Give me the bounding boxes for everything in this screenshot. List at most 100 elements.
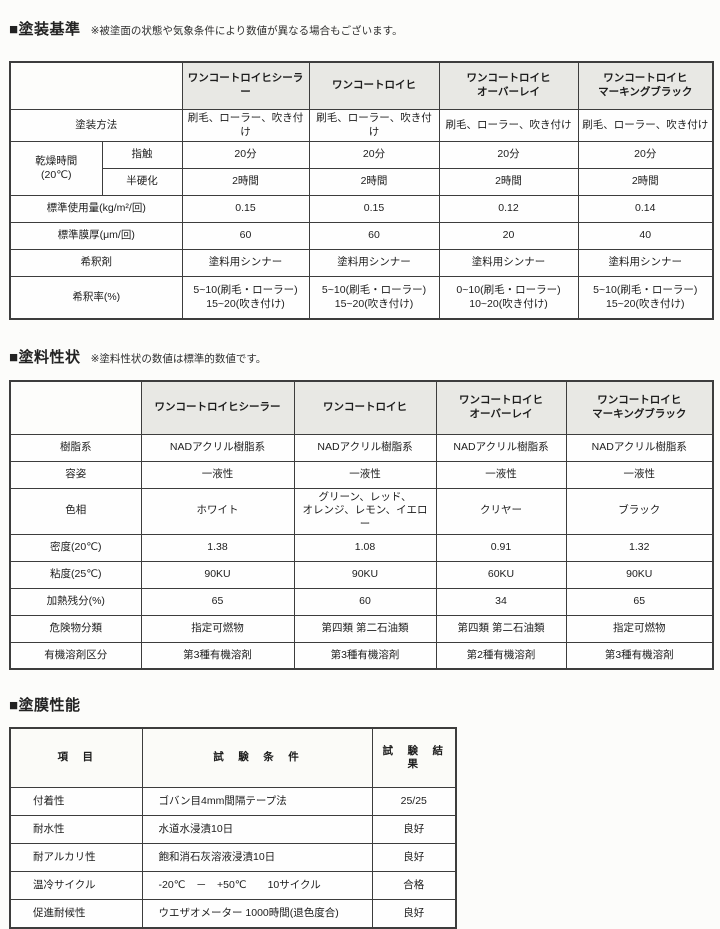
product-header: ワンコートロイヒ オーバーレイ xyxy=(435,380,567,435)
test-item: 耐水性 xyxy=(9,815,143,845)
table-row: ワンコートロイヒシーラー ワンコートロイヒ ワンコートロイヒ オーバーレイ ワン… xyxy=(9,61,714,110)
table-row: 付着性 ゴバン目4mm間隔テープ法 25/25 xyxy=(9,787,457,817)
table-row: 危険物分類 指定可燃物 第四類 第二石油類 第四類 第二石油類 指定可燃物 xyxy=(9,614,714,643)
cell-value: ホワイト xyxy=(140,487,295,535)
product-header: ワンコートロイヒ オーバーレイ xyxy=(438,61,579,110)
table-row: 色相 ホワイト グリーン、レッド、 オレンジ、レモン、イエロー クリヤー ブラッ… xyxy=(9,487,714,535)
table-row: 促進耐候性 ウエザオメーター 1000時間(退色度合) 良好 xyxy=(9,899,457,929)
test-result: 良好 xyxy=(371,899,457,929)
cell-value: 20分 xyxy=(181,141,310,170)
cell-value: 2時間 xyxy=(577,168,714,197)
test-item: 付着性 xyxy=(9,787,143,817)
cell-value: 60KU xyxy=(435,560,567,589)
cell-value: 0.91 xyxy=(435,533,567,562)
table-row: 樹脂系 NADアクリル樹脂系 NADアクリル樹脂系 NADアクリル樹脂系 NAD… xyxy=(9,433,714,462)
table-row: 標準使用量(kg/m²/回) 0.15 0.15 0.12 0.14 xyxy=(9,195,714,224)
cell-value: 60 xyxy=(181,222,310,251)
cell-value: 60 xyxy=(293,587,437,616)
cell-value: 塗料用シンナー xyxy=(577,249,714,278)
test-condition: -20℃ － +50℃ 10サイクル xyxy=(141,871,373,901)
cell-value: 0.15 xyxy=(308,195,440,224)
test-result: 合格 xyxy=(371,871,457,901)
cell-value: 指定可燃物 xyxy=(565,614,714,643)
row-label: 標準膜厚(μm/回) xyxy=(9,222,183,251)
table-row: 希釈剤 塗料用シンナー 塗料用シンナー 塗料用シンナー 塗料用シンナー xyxy=(9,249,714,278)
test-result: 良好 xyxy=(371,843,457,873)
cell-value: 一液性 xyxy=(565,460,714,489)
row-label: 標準使用量(kg/m²/回) xyxy=(9,195,183,224)
column-header-result: 試 験 結 果 xyxy=(371,727,457,789)
cell-value: NADアクリル樹脂系 xyxy=(435,433,567,462)
table-row: 乾燥時間 (20℃) 指触 20分 20分 20分 20分 xyxy=(9,141,714,197)
cell-value: 90KU xyxy=(140,560,295,589)
cell-value: 90KU xyxy=(293,560,437,589)
cell-value: NADアクリル樹脂系 xyxy=(293,433,437,462)
row-label: 密度(20℃) xyxy=(9,533,142,562)
table-row: 半硬化 2時間 2時間 2時間 2時間 xyxy=(10,168,714,197)
film-performance-heading: ■塗膜性能 xyxy=(9,697,81,715)
cell-value: 34 xyxy=(435,587,567,616)
table-row: 耐水性 水道水浸漬10日 良好 xyxy=(9,815,457,845)
row-label: 乾燥時間 (20℃) xyxy=(9,141,103,197)
cell-value: 5~10(刷毛・ローラー) 15~20(吹き付け) xyxy=(181,276,310,320)
table-row: 希釈率(%) 5~10(刷毛・ローラー) 15~20(吹き付け) 5~10(刷毛… xyxy=(9,276,714,320)
product-header: ワンコートロイヒ マーキングブラック xyxy=(565,380,714,435)
painting-standard-heading: ■塗装基準 xyxy=(9,21,81,38)
cell-value: 5~10(刷毛・ローラー) 15~20(吹き付け) xyxy=(577,276,714,320)
cell-value: 塗料用シンナー xyxy=(181,249,310,278)
cell-value: 2時間 xyxy=(438,168,579,197)
cell-value: 20 xyxy=(438,222,579,251)
test-condition: ゴバン目4mm間隔テープ法 xyxy=(141,787,373,817)
cell-value: 0~10(刷毛・ローラー) 10~20(吹き付け) xyxy=(438,276,579,320)
cell-value: 1.08 xyxy=(293,533,437,562)
cell-value: グリーン、レッド、 オレンジ、レモン、イエロー xyxy=(293,487,437,535)
test-item: 促進耐候性 xyxy=(9,899,143,929)
painting-standard-table: ワンコートロイヒシーラー ワンコートロイヒ ワンコートロイヒ オーバーレイ ワン… xyxy=(9,61,714,320)
film-performance-table: 項 目 試 験 条 件 試 験 結 果 付着性 ゴバン目4mm間隔テープ法 25… xyxy=(9,727,457,929)
cell-value: 90KU xyxy=(565,560,714,589)
cell-value: 刷毛、ローラー、吹き付け xyxy=(181,108,310,143)
table-row: 項 目 試 験 条 件 試 験 結 果 xyxy=(9,727,457,789)
cell-value: 第2種有機溶剤 xyxy=(435,641,567,670)
test-condition: 水道水浸漬10日 xyxy=(141,815,373,845)
cell-value: ブラック xyxy=(565,487,714,535)
cell-value: 刷毛、ローラー、吹き付け xyxy=(308,108,440,143)
row-label: 容姿 xyxy=(9,460,142,489)
painting-standard-note: ※被塗面の状態や気象条件により数値が異なる場合もございます。 xyxy=(90,25,403,37)
product-header: ワンコートロイヒ xyxy=(293,380,437,435)
test-item: 耐アルカリ性 xyxy=(9,843,143,873)
cell-value: 刷毛、ローラー、吹き付け xyxy=(438,108,579,143)
table-row: 粘度(25℃) 90KU 90KU 60KU 90KU xyxy=(9,560,714,589)
cell-value: 第四類 第二石油類 xyxy=(435,614,567,643)
row-label: 有機溶剤区分 xyxy=(9,641,142,670)
cell-value: 指定可燃物 xyxy=(140,614,295,643)
table-row: 容姿 一液性 一液性 一液性 一液性 xyxy=(9,460,714,489)
cell-value: NADアクリル樹脂系 xyxy=(140,433,295,462)
cell-value: 一液性 xyxy=(435,460,567,489)
cell-value: 0.14 xyxy=(577,195,714,224)
cell-value: 0.12 xyxy=(438,195,579,224)
table-row: ワンコートロイヒシーラー ワンコートロイヒ ワンコートロイヒ オーバーレイ ワン… xyxy=(9,380,714,435)
row-label: 樹脂系 xyxy=(9,433,142,462)
paint-properties-heading: ■塗料性状 xyxy=(9,348,81,366)
table-row: 有機溶剤区分 第3種有機溶剤 第3種有機溶剤 第2種有機溶剤 第3種有機溶剤 xyxy=(9,641,714,670)
cell-value: 2時間 xyxy=(308,168,440,197)
cell-value: 1.32 xyxy=(565,533,714,562)
test-item: 温冷サイクル xyxy=(9,871,143,901)
product-header: ワンコートロイヒシーラー xyxy=(140,380,295,435)
product-header: ワンコートロイヒ マーキングブラック xyxy=(577,61,714,110)
table-row: 塗装方法 刷毛、ローラー、吹き付け 刷毛、ローラー、吹き付け 刷毛、ローラー、吹… xyxy=(9,108,714,143)
cell-value: 第3種有機溶剤 xyxy=(293,641,437,670)
test-result: 良好 xyxy=(371,815,457,845)
row-label: 色相 xyxy=(9,487,142,535)
cell-value: 第四類 第二石油類 xyxy=(293,614,437,643)
table-row: 加熱残分(%) 65 60 34 65 xyxy=(9,587,714,616)
row-label: 塗装方法 xyxy=(9,108,183,143)
cell-value: 2時間 xyxy=(181,168,310,197)
row-label: 希釈剤 xyxy=(9,249,183,278)
row-label: 粘度(25℃) xyxy=(9,560,142,589)
cell-value: 5~10(刷毛・ローラー) 15~20(吹き付け) xyxy=(308,276,440,320)
row-sublabel: 半硬化 xyxy=(101,168,183,197)
product-header: ワンコートロイヒシーラー xyxy=(181,61,310,110)
